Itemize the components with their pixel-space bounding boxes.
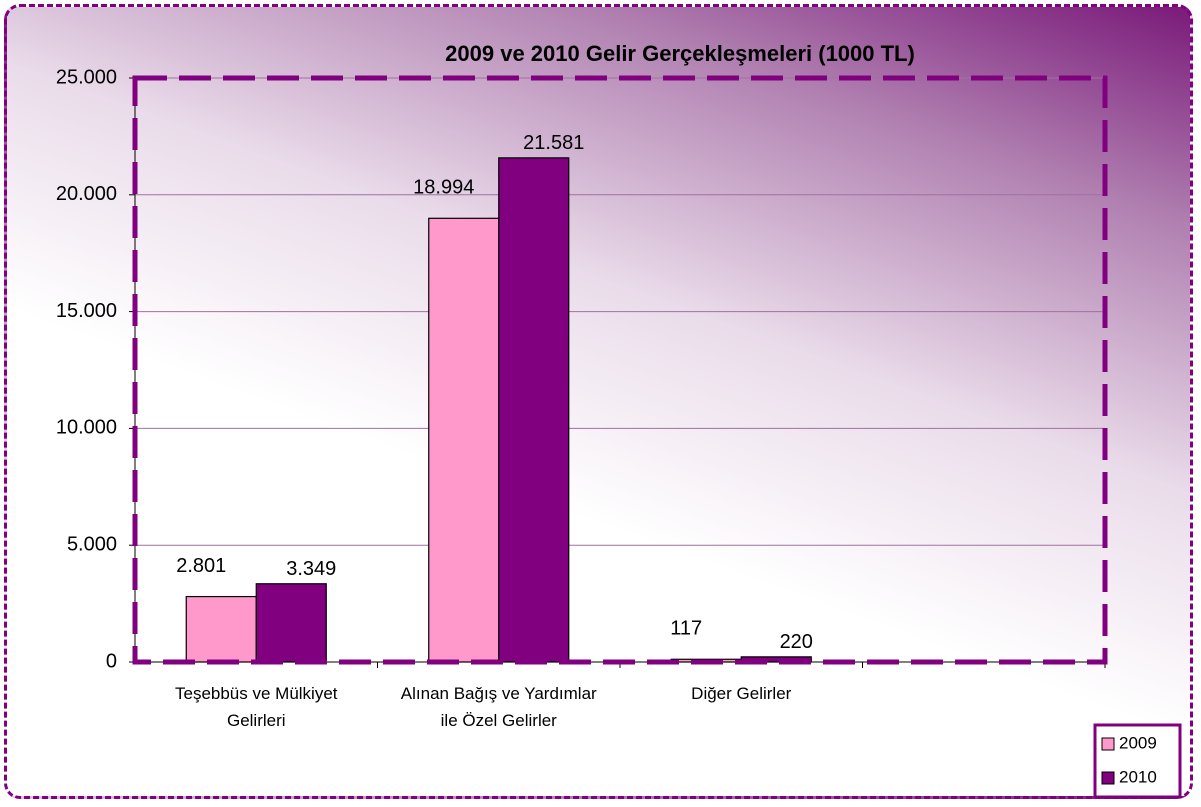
y-tick-label: 5.000 <box>67 533 117 555</box>
legend-label: 2010 <box>1119 767 1157 786</box>
data-label: 117 <box>670 618 702 640</box>
x-tick-label: Teşebbüs ve Mülkiyet Gelirleri <box>174 684 338 730</box>
legend-label: 2009 <box>1119 733 1157 752</box>
y-tick-label: 10.000 <box>56 417 117 439</box>
y-tick-label: 20.000 <box>56 183 117 205</box>
plot-border <box>132 75 1108 665</box>
x-tick-label: Alınan Bağış ve Yardımlar ile Özel Gelir… <box>400 684 597 730</box>
y-tick-label: 25.000 <box>56 66 117 88</box>
bar <box>255 583 327 663</box>
plot-area <box>135 78 1105 662</box>
data-label: 2.801 <box>176 555 226 577</box>
chart-title: 2009 ve 2010 Gelir Gerçekleşmeleri (1000… <box>445 41 915 66</box>
legend-swatch <box>1101 737 1115 751</box>
data-label: 3.349 <box>286 558 336 580</box>
data-label: 21.581 <box>523 132 584 154</box>
bar <box>185 595 257 663</box>
y-tick-label: 0 <box>106 650 117 672</box>
legend-swatch <box>1101 771 1115 785</box>
chart-frame <box>4 4 1193 799</box>
x-tick-label: Diğer Gelirler <box>691 684 792 703</box>
bar <box>428 217 500 663</box>
data-label: 220 <box>780 631 813 653</box>
y-tick-label: 15.000 <box>56 300 117 322</box>
legend-box <box>1093 723 1182 799</box>
bar <box>498 157 570 663</box>
data-label: 18.994 <box>413 177 474 199</box>
